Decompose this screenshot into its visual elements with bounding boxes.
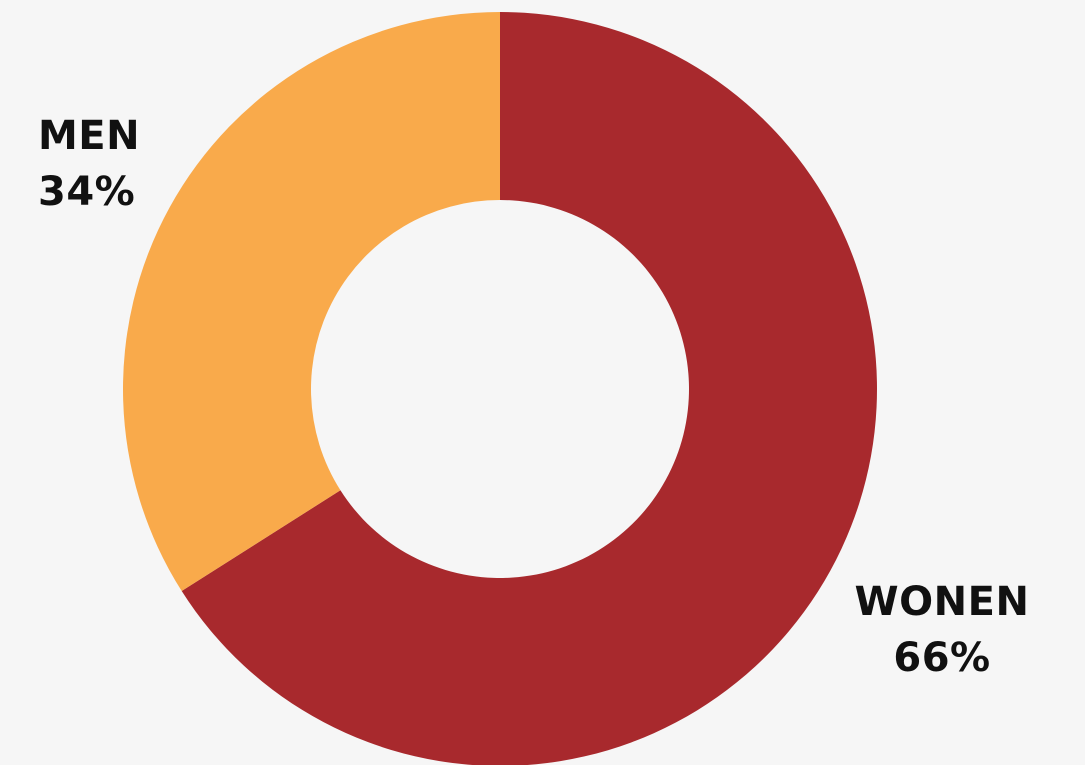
slice-label-men-value: 34%: [38, 169, 136, 215]
slice-label-men: MEN 34%: [38, 108, 140, 220]
slice-label-men-name: MEN: [38, 113, 141, 159]
slice-label-women: WONEN 66%: [836, 574, 1048, 686]
donut-slice-men: [123, 12, 500, 592]
slice-label-women-name: WONEN: [854, 579, 1030, 625]
slice-label-women-value: 66%: [893, 635, 991, 681]
donut-slice-women: [181, 12, 877, 765]
